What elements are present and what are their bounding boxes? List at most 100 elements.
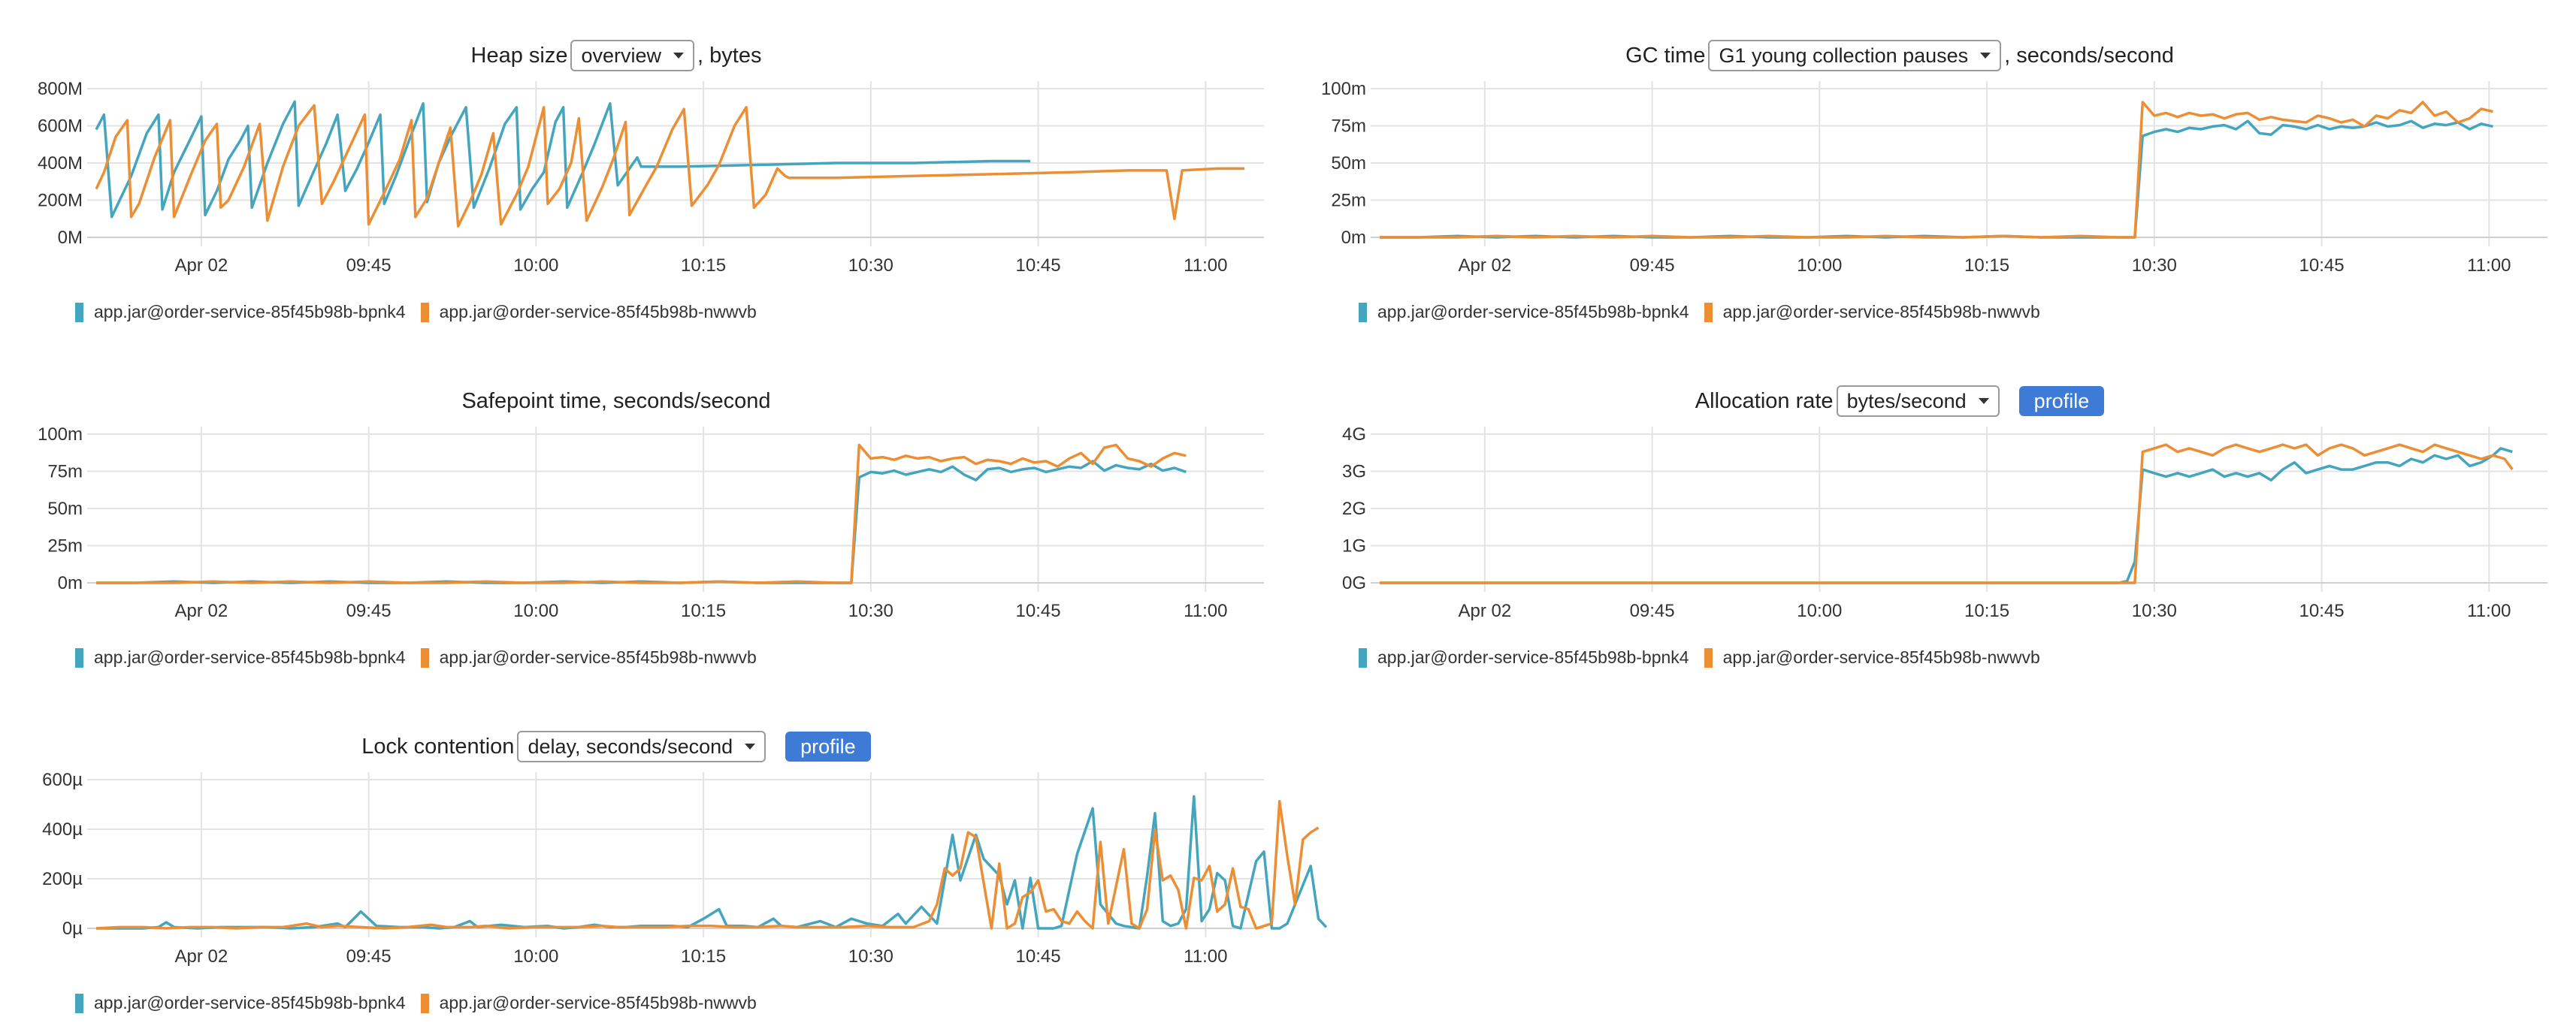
metric-select-value: bytes/second — [1846, 389, 1967, 412]
y-tick-label: 1G — [1342, 536, 1366, 557]
panel-alloc: Allocation rate bytes/second profile 4G 3G 2G… — [1283, 353, 2547, 683]
legend-item[interactable]: app.jar@order-service-85f45b98b-nwwvb — [420, 993, 757, 1013]
legend-item[interactable]: app.jar@order-service-85f45b98b-bpnk4 — [75, 302, 406, 322]
chart-gc: 100m 75m 50m 25m 0m Apr 02 09:45 10:00 10:15 10:3… — [1321, 79, 2547, 276]
x-tick-label: Apr 02 — [1459, 601, 1512, 621]
panel-title: Allocation rate bytes/second profile — [1283, 379, 2516, 424]
chart-legend: app.jar@order-service-85f45b98b-bpnk4 app… — [75, 302, 772, 322]
chart-legend: app.jar@order-service-85f45b98b-bpnk4 app… — [75, 647, 772, 668]
x-tick-label: 09:45 — [346, 255, 392, 276]
x-tick-label: 10:00 — [513, 946, 558, 967]
y-tick-label: 0µ — [62, 919, 83, 939]
y-tick-label: 200µ — [42, 869, 83, 889]
legend-swatch — [75, 302, 83, 322]
x-tick-label: 11:00 — [1184, 946, 1227, 967]
x-tick-label: 10:30 — [2132, 255, 2177, 276]
legend-swatch — [1704, 302, 1713, 322]
legend-item[interactable]: app.jar@order-service-85f45b98b-nwwvb — [420, 647, 757, 668]
x-tick-label: 10:30 — [848, 946, 893, 967]
panel-title-text: Lock contention — [361, 734, 515, 759]
x-tick-label: 10:15 — [681, 255, 726, 276]
x-tick-label: 10:45 — [2299, 255, 2345, 276]
x-tick-label: 09:45 — [1630, 255, 1675, 276]
series-line-nwwvb[interactable] — [1380, 101, 2493, 239]
panel-title-text: GC time — [1625, 43, 1706, 68]
y-tick-label: 400M — [38, 153, 83, 174]
series-line-nwwvb[interactable] — [95, 799, 1320, 930]
panel-title: Heap size overview , bytes — [0, 33, 1232, 78]
metric-select[interactable]: delay, seconds/second — [517, 731, 766, 762]
legend-item[interactable]: app.jar@order-service-85f45b98b-bpnk4 — [75, 993, 406, 1013]
series-line-nwwvb[interactable] — [96, 443, 1187, 584]
series-line-bpnk4[interactable] — [96, 795, 1328, 930]
chart-lock: 600µ 400µ 200µ 0µ Apr 02 09:45 10:00 10:15 10:30… — [42, 770, 1328, 967]
legend-item[interactable]: app.jar@order-service-85f45b98b-bpnk4 — [1359, 302, 1689, 322]
chart-legend: app.jar@order-service-85f45b98b-bpnk4 app… — [1359, 302, 2055, 322]
legend-swatch — [1704, 647, 1713, 668]
metric-select-value: delay, seconds/second — [528, 735, 733, 758]
chart-heap: 800M 600M 400M 200M 0M Apr 02 09:45 10:00 10:15 1… — [38, 79, 1264, 276]
metric-select[interactable]: G1 young collection pauses — [1708, 40, 2002, 71]
series-line-bpnk4[interactable] — [1380, 447, 2513, 584]
panel-heap: Heap size overview , bytes 800M 600M 400M 200M… — [0, 8, 1264, 338]
panel-lock: Lock contention delay, seconds/second prof… — [0, 699, 1328, 1029]
x-tick-label: 10:45 — [1016, 601, 1061, 621]
x-tick-label: 10:15 — [681, 946, 726, 967]
y-tick-label: 600µ — [42, 770, 83, 790]
y-tick-label: 0m — [1341, 228, 1366, 248]
metric-select-value: overview — [581, 44, 662, 67]
x-tick-label: Apr 02 — [175, 601, 228, 621]
legend-item[interactable]: app.jar@order-service-85f45b98b-nwwvb — [1704, 647, 2040, 668]
panel-title-text: Allocation rate — [1695, 388, 1834, 413]
y-tick-label: 75m — [47, 462, 83, 482]
y-tick-label: 800M — [38, 79, 83, 99]
metric-select[interactable]: overview — [570, 40, 695, 71]
x-tick-label: Apr 02 — [175, 255, 228, 276]
caret-down-icon — [1980, 53, 1991, 59]
legend-swatch — [1359, 647, 1367, 668]
legend-item[interactable]: app.jar@order-service-85f45b98b-nwwvb — [1704, 302, 2040, 322]
y-tick-label: 25m — [47, 536, 83, 557]
x-tick-label: Apr 02 — [175, 946, 228, 967]
x-tick-label: 10:15 — [681, 601, 726, 621]
chart-safepoint: 100m 75m 50m 25m 0m Apr 02 09:45 10:00 10:15 10:3… — [38, 424, 1264, 621]
legend-swatch — [420, 647, 429, 668]
legend-label: app.jar@order-service-85f45b98b-bpnk4 — [1377, 302, 1689, 321]
chart-legend: app.jar@order-service-85f45b98b-bpnk4 app… — [75, 993, 772, 1013]
legend-swatch — [420, 302, 429, 322]
profile-button[interactable]: profile — [785, 732, 871, 762]
x-tick-label: 10:00 — [513, 601, 558, 621]
y-tick-label: 100m — [1321, 79, 1366, 99]
legend-swatch — [1359, 302, 1367, 322]
series-line-nwwvb[interactable] — [95, 104, 1245, 228]
y-tick-label: 0m — [58, 573, 83, 593]
legend-label: app.jar@order-service-85f45b98b-nwwvb — [439, 647, 757, 667]
y-tick-label: 0G — [1342, 573, 1366, 593]
panel-title: Safepoint time, seconds/second — [0, 379, 1232, 424]
panel-title-suffix: , bytes — [697, 43, 762, 68]
legend-item[interactable]: app.jar@order-service-85f45b98b-nwwvb — [420, 302, 757, 322]
metric-select[interactable]: bytes/second — [1836, 385, 2000, 417]
legend-label: app.jar@order-service-85f45b98b-bpnk4 — [94, 647, 406, 667]
series-line-bpnk4[interactable] — [1380, 119, 2493, 239]
caret-down-icon — [745, 744, 756, 750]
panel-title-suffix: , seconds/second — [2004, 43, 2174, 68]
x-tick-label: 11:00 — [1184, 601, 1227, 621]
y-tick-label: 3G — [1342, 462, 1366, 482]
legend-label: app.jar@order-service-85f45b98b-nwwvb — [1722, 302, 2040, 321]
panel-title-text: Safepoint time, seconds/second — [461, 388, 771, 413]
x-tick-label: 10:00 — [1797, 601, 1842, 621]
x-tick-label: 10:00 — [1797, 255, 1842, 276]
series-line-nwwvb[interactable] — [1380, 443, 2514, 584]
legend-item[interactable]: app.jar@order-service-85f45b98b-bpnk4 — [1359, 647, 1689, 668]
series-line-bpnk4[interactable] — [96, 460, 1187, 584]
caret-down-icon — [1978, 398, 1989, 404]
profile-button[interactable]: profile — [2018, 386, 2105, 416]
x-tick-label: 11:00 — [2467, 255, 2511, 276]
x-tick-label: 09:45 — [346, 946, 392, 967]
legend-item[interactable]: app.jar@order-service-85f45b98b-bpnk4 — [75, 647, 406, 668]
metric-select-value: G1 young collection pauses — [1719, 44, 1969, 67]
y-tick-label: 75m — [1331, 116, 1366, 137]
y-tick-label: 4G — [1342, 424, 1366, 445]
x-tick-label: Apr 02 — [1459, 255, 1512, 276]
